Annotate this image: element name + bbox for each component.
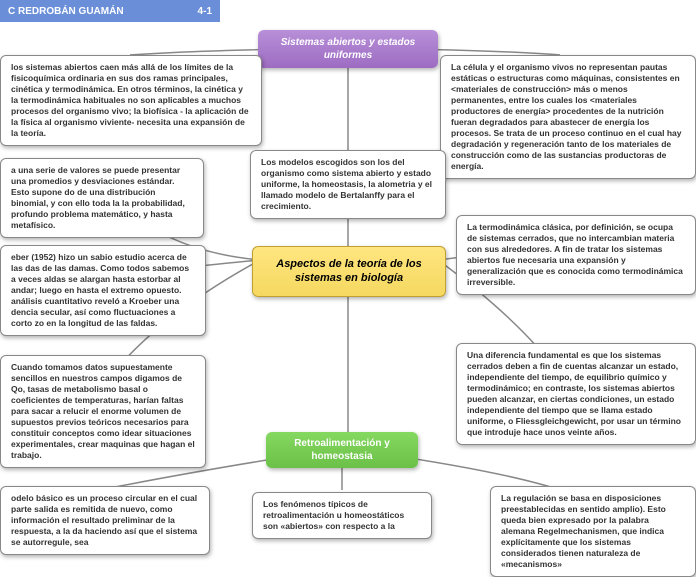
node-text: a una serie de valores se puede presenta… (11, 165, 185, 230)
node-text: odelo básico es un proceso circular en e… (11, 493, 197, 547)
node-top-left[interactable]: los sistemas abiertos caen más allá de l… (0, 55, 262, 146)
header-code: 4-1 (198, 6, 212, 17)
node-center[interactable]: Aspectos de la teoría de los sistemas en… (252, 246, 446, 297)
node-text: Los modelos escogidos son los del organi… (261, 157, 432, 211)
node-label: Retroalimentación y homeostasia (294, 438, 390, 462)
node-label: Sistemas abiertos y estados uniformes (281, 37, 416, 61)
node-bot-right[interactable]: La regulación se basa en disposiciones p… (490, 486, 696, 577)
node-text: Cuando tomamos datos supuestamente senci… (11, 362, 195, 460)
header-bar: C REDROBÁN GUAMÁN 4-1 (0, 0, 220, 22)
node-text: La termodinámica clásica, por definición… (467, 222, 683, 287)
node-mid-right1[interactable]: La termodinámica clásica, por definición… (456, 215, 696, 295)
node-top-right[interactable]: La célula y el organismo vivos no repres… (440, 55, 696, 179)
node-bot-left[interactable]: odelo básico es un proceso circular en e… (0, 486, 210, 555)
node-text: eber (1952) hizo un sabio estudio acerca… (11, 252, 189, 328)
node-mid-right2[interactable]: Una diferencia fundamental es que los si… (456, 343, 696, 445)
center-title: Aspectos de la teoría de los sistemas en… (276, 258, 422, 284)
node-text: La regulación se basa en disposiciones p… (501, 493, 666, 569)
node-bot-mid[interactable]: Los fenómenos típicos de retroalimentaci… (252, 492, 432, 539)
node-text: Los fenómenos típicos de retroalimentaci… (263, 499, 404, 531)
node-text: los sistemas abiertos caen más allá de l… (11, 62, 249, 138)
node-mid-top[interactable]: Los modelos escogidos son los del organi… (250, 150, 446, 219)
node-mid-left2[interactable]: eber (1952) hizo un sabio estudio acerca… (0, 245, 206, 336)
node-text: Una diferencia fundamental es que los si… (467, 350, 681, 437)
node-systems-open[interactable]: Sistemas abiertos y estados uniformes (258, 30, 438, 68)
header-name: C REDROBÁN GUAMÁN (8, 6, 124, 17)
node-mid-left1[interactable]: a una serie de valores se puede presenta… (0, 158, 204, 238)
node-feedback[interactable]: Retroalimentación y homeostasia (266, 432, 418, 468)
node-mid-left3[interactable]: Cuando tomamos datos supuestamente senci… (0, 355, 206, 468)
node-text: La célula y el organismo vivos no repres… (451, 62, 682, 171)
